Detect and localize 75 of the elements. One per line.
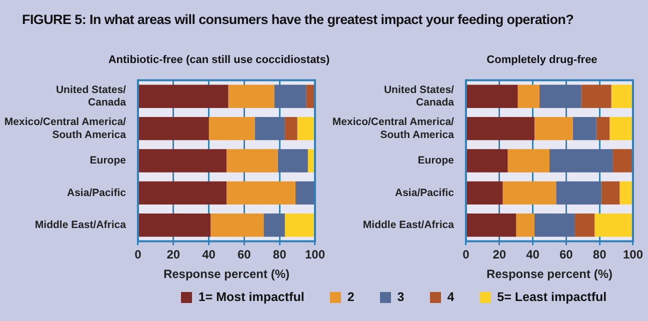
bar — [549, 149, 613, 172]
x-tick-label: 80 — [592, 248, 607, 262]
bar — [208, 116, 255, 140]
bar — [306, 84, 315, 108]
x-tick-label: 100 — [304, 248, 326, 262]
bar — [466, 214, 516, 237]
y-tick-label: Middle East/Africa — [362, 219, 454, 231]
bar — [466, 84, 518, 108]
bar — [574, 214, 595, 237]
bar — [534, 116, 573, 140]
bar — [138, 181, 226, 205]
y-tick-label: Asia/Pacific — [395, 186, 454, 199]
y-tick-label: Mexico/Central America/ South America — [4, 116, 126, 141]
bar — [284, 116, 298, 140]
bar — [466, 181, 503, 205]
bar — [556, 181, 602, 205]
legend-label: 2 — [347, 290, 354, 304]
bar — [611, 84, 633, 108]
bar — [610, 116, 633, 140]
bar — [228, 84, 274, 108]
bar — [466, 116, 534, 140]
bar — [226, 149, 278, 172]
bar — [297, 116, 315, 140]
bar — [296, 181, 315, 205]
chart-subtitle: Antibiotic-free (can still use coccidiostats) — [108, 54, 330, 68]
bar — [601, 181, 620, 205]
x-tick-label: 60 — [238, 248, 252, 262]
y-tick-label: United States/ Canada — [384, 84, 454, 109]
bar — [620, 181, 633, 205]
bar — [138, 116, 209, 140]
bar — [278, 149, 308, 172]
x-tick-label: 60 — [560, 248, 574, 262]
x-tick-label: 0 — [462, 248, 470, 262]
y-tick-label: Mexico/Central America/ South America — [332, 116, 454, 141]
x-tick-label: 40 — [526, 248, 540, 262]
legend-label: 3 — [397, 290, 404, 304]
bar — [138, 214, 211, 237]
bar — [264, 214, 285, 237]
x-tick-label: 40 — [202, 248, 216, 262]
bar — [226, 181, 296, 205]
bar — [534, 214, 575, 237]
bar — [516, 214, 534, 237]
y-tick-label: Asia/Pacific — [67, 186, 126, 199]
x-axis-title: Response percent (%) — [163, 267, 290, 282]
x-axis-title: Response percent (%) — [486, 267, 612, 282]
x-tick-label: 20 — [166, 248, 180, 262]
bar — [138, 149, 226, 172]
bar — [284, 214, 315, 237]
bar — [581, 84, 612, 108]
y-tick-label: Middle East/Africa — [34, 219, 126, 231]
chart-title: FIGURE 5: In what areas will consumers have the greatest impact your feeding operation? — [21, 11, 575, 29]
bar — [539, 84, 582, 108]
y-tick-label: United States/ Canada — [56, 84, 126, 109]
chart-title: Completely drug-free — [486, 54, 598, 68]
x-tick-label: 80 — [272, 248, 287, 262]
bar — [466, 149, 508, 172]
bar — [572, 116, 596, 140]
bar — [138, 84, 228, 108]
legend-label: 1= Most impactful — [198, 290, 304, 304]
legend-label: 5= Least impactful — [497, 290, 607, 304]
bar — [594, 214, 633, 237]
bar — [254, 116, 285, 140]
x-tick-label: 0 — [134, 248, 142, 262]
x-tick-label: 100 — [622, 248, 644, 262]
y-tick-label: Europe — [90, 154, 126, 167]
y-tick-label: Europe — [418, 154, 454, 167]
bar — [508, 149, 550, 172]
bar — [596, 116, 610, 140]
legend-label: 4 — [447, 290, 454, 304]
bar — [502, 181, 556, 205]
bar — [274, 84, 306, 108]
bar — [518, 84, 540, 108]
bar — [210, 214, 264, 237]
x-tick-label: 20 — [492, 248, 506, 262]
bar — [612, 149, 633, 172]
